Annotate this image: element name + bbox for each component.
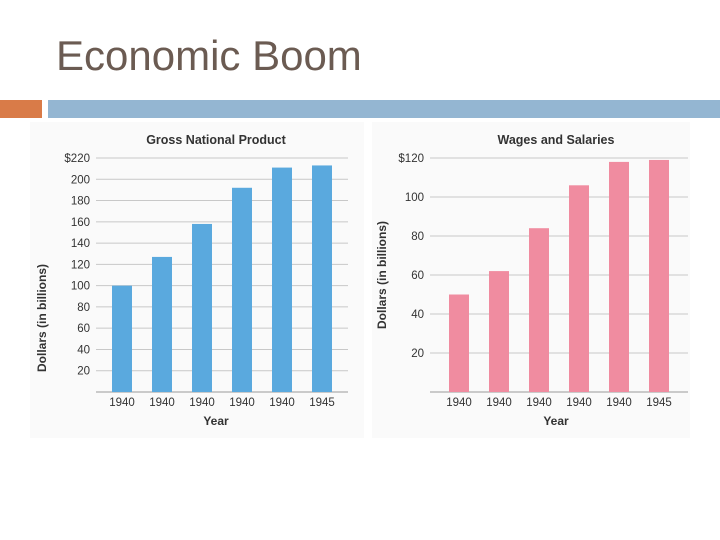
x-tick-label: 1940 <box>269 397 295 409</box>
y-tick-label: 80 <box>411 231 424 243</box>
x-tick-label: 1940 <box>189 397 215 409</box>
slide-title: Economic Boom <box>56 32 362 79</box>
y-tick-label: 20 <box>77 366 90 378</box>
x-axis-label: Year <box>543 414 569 428</box>
y-axis-label: Dollars (in billions) <box>375 221 389 329</box>
y-tick-label: $120 <box>398 153 424 165</box>
x-tick-label: 1940 <box>606 397 632 409</box>
x-tick-label: 1940 <box>526 397 552 409</box>
chart-title: Gross National Product <box>146 133 286 147</box>
x-axis-label: Year <box>203 414 229 428</box>
y-tick-label: 100 <box>405 192 424 204</box>
y-axis-label: Dollars (in billions) <box>35 264 49 372</box>
wages-chart-panel: Wages and Salaries Dollars (in billions)… <box>372 122 690 438</box>
x-tick-label: 1940 <box>446 397 472 409</box>
bar <box>152 256 172 392</box>
y-tick-label: 80 <box>77 302 90 314</box>
x-tick-label: 1940 <box>149 397 175 409</box>
x-tick-label: 1940 <box>486 397 512 409</box>
y-tick-label: 120 <box>71 259 90 271</box>
x-tick-label: 1940 <box>229 397 255 409</box>
chart-title: Wages and Salaries <box>498 133 615 147</box>
bar <box>312 165 332 392</box>
gnp-chart: Gross National Product Dollars (in billi… <box>35 133 348 428</box>
y-tick-label: 160 <box>71 217 90 229</box>
bar <box>649 159 669 392</box>
x-tick-label: 1945 <box>309 397 335 409</box>
gnp-chart-panel: Gross National Product Dollars (in billi… <box>30 122 364 438</box>
y-tick-label: 20 <box>411 348 424 360</box>
bar <box>569 185 589 392</box>
bar <box>112 285 132 392</box>
y-tick-label: 140 <box>71 238 90 250</box>
y-tick-label: 60 <box>411 270 424 282</box>
x-tick-label: 1945 <box>646 397 672 409</box>
y-tick-label: 60 <box>77 323 90 335</box>
wages-chart: Wages and Salaries Dollars (in billions)… <box>375 133 688 428</box>
accent-bar <box>48 100 720 118</box>
accent-block <box>0 100 42 118</box>
bar <box>232 187 252 392</box>
y-tick-label: 40 <box>411 309 424 321</box>
bar <box>449 294 469 392</box>
y-tick-label: 180 <box>71 196 90 208</box>
y-tick-label: 40 <box>77 344 90 356</box>
bar <box>192 223 212 392</box>
y-tick-label: $220 <box>64 153 90 165</box>
x-tick-label: 1940 <box>566 397 592 409</box>
bar <box>529 228 549 392</box>
bar <box>609 161 629 392</box>
bar <box>272 167 292 392</box>
bar <box>489 271 509 392</box>
y-tick-label: 200 <box>71 174 90 186</box>
y-tick-label: 100 <box>71 281 90 293</box>
x-tick-label: 1940 <box>109 397 135 409</box>
